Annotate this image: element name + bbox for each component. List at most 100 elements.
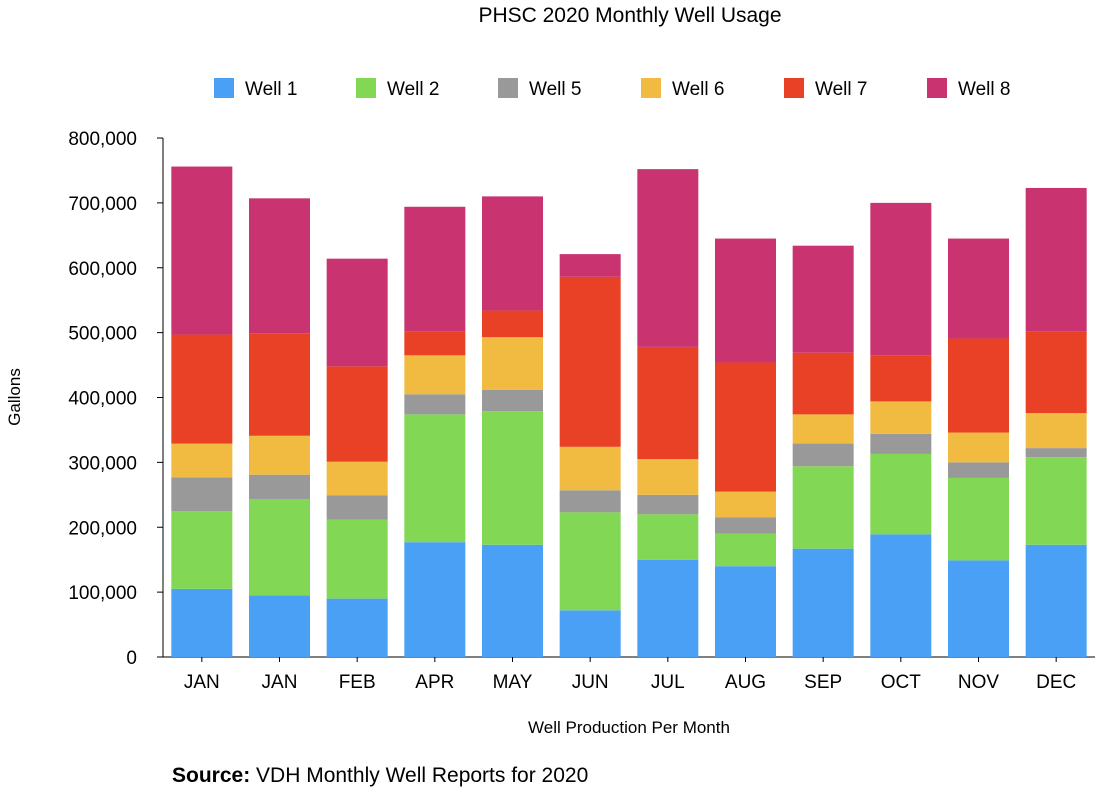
y-tick-label: 0 — [126, 648, 137, 669]
bar-segment — [1025, 457, 1087, 545]
bar-segment — [792, 352, 854, 415]
bar-segment — [792, 245, 854, 353]
bar-segment — [559, 610, 621, 657]
bar-segment — [637, 169, 699, 347]
bar-segment — [870, 401, 932, 434]
y-tick-label: 300,000 — [68, 453, 137, 474]
bar-segment — [404, 331, 466, 356]
bar-segment — [715, 362, 776, 492]
bar-segment — [171, 443, 233, 478]
bar-segment — [249, 333, 310, 436]
bar-segment — [715, 566, 776, 657]
bar-segment — [559, 490, 621, 513]
bar-segment — [637, 514, 699, 560]
bar-segment — [870, 433, 932, 454]
bar-segment — [1025, 187, 1087, 332]
x-axis-label: Well Production Per Month — [528, 718, 730, 737]
bar-segment — [948, 560, 1009, 657]
bar-segment — [948, 338, 1009, 433]
bar-segment — [559, 446, 621, 491]
bar-segment — [404, 206, 466, 332]
bar-segment — [637, 494, 699, 515]
bar-segment — [792, 548, 854, 657]
chart-title: PHSC 2020 Monthly Well Usage — [478, 4, 782, 27]
x-tick-label: APR — [415, 672, 454, 693]
x-tick-label: OCT — [881, 672, 922, 693]
legend-label: Well 2 — [387, 79, 439, 100]
bar-segment — [1025, 448, 1087, 458]
bar-segment — [249, 198, 310, 334]
bar-segment — [249, 474, 310, 500]
y-tick-label: 700,000 — [68, 194, 137, 215]
legend-swatch — [214, 78, 234, 98]
y-axis-label: Gallons — [5, 368, 24, 426]
bar-segment — [870, 355, 932, 402]
bar-segment — [948, 462, 1009, 478]
bar-segment — [715, 533, 776, 567]
x-tick-label: MAY — [493, 672, 533, 693]
legend-label: Well 1 — [245, 79, 297, 100]
x-tick-label: AUG — [725, 672, 766, 693]
bar-segment — [171, 477, 233, 512]
y-tick-label: 800,000 — [68, 129, 137, 150]
bar-segment — [326, 461, 388, 496]
x-tick-label: JAN — [184, 672, 220, 693]
bar-segment — [249, 435, 310, 475]
bar-segment — [171, 588, 233, 657]
bar-segment — [792, 466, 854, 549]
legend-label: Well 7 — [815, 79, 867, 100]
source-label: Source: — [172, 764, 251, 787]
x-tick-label: DEC — [1036, 672, 1076, 693]
legend-label: Well 8 — [958, 79, 1010, 100]
legend-swatch — [927, 78, 947, 98]
x-tick-label: JUN — [572, 672, 609, 693]
bar-segment — [948, 477, 1009, 561]
bar-segment — [715, 238, 776, 363]
bar-segment — [870, 453, 932, 535]
bar-segment — [482, 196, 543, 311]
bar-segment — [637, 346, 699, 460]
bar-segment — [171, 334, 233, 444]
legend-swatch — [498, 78, 518, 98]
source-note: Source: VDH Monthly Well Reports for 202… — [172, 764, 588, 788]
y-tick-label: 200,000 — [68, 518, 137, 539]
bar-segment — [482, 337, 543, 390]
bar-segment — [171, 166, 233, 335]
y-tick-label: 100,000 — [68, 583, 137, 604]
y-tick-label: 400,000 — [68, 389, 137, 410]
bar-segment — [559, 512, 621, 611]
legend-swatch — [641, 78, 661, 98]
legend-label: Well 6 — [672, 79, 724, 100]
bar-segment — [404, 414, 466, 543]
bar-segment — [637, 559, 699, 657]
bar-segment — [326, 258, 388, 367]
bar-segment — [249, 595, 310, 657]
bar-segment — [326, 495, 388, 520]
y-tick-label: 500,000 — [68, 324, 137, 345]
bar-segment — [482, 411, 543, 545]
bar-segment — [326, 598, 388, 657]
bar-segment — [637, 459, 699, 495]
bar-segment — [404, 394, 466, 415]
bar-segment — [326, 366, 388, 462]
bar-segment — [482, 544, 543, 657]
x-tick-label: NOV — [958, 672, 1000, 693]
bar-segment — [482, 389, 543, 412]
bar-segment — [1025, 544, 1087, 657]
bar-segment — [482, 310, 543, 338]
x-tick-label: SEP — [804, 672, 842, 693]
bar-segment — [1025, 331, 1087, 414]
bar-segment — [559, 276, 621, 447]
bar-segment — [870, 534, 932, 657]
x-tick-label: JUL — [651, 672, 685, 693]
bar-segment — [792, 443, 854, 467]
bar-segment — [404, 542, 466, 657]
bar-segment — [948, 238, 1009, 339]
x-tick-label: FEB — [339, 672, 376, 693]
y-tick-label: 600,000 — [68, 259, 137, 280]
bar-segment — [870, 202, 932, 356]
bar-segment — [559, 254, 621, 277]
legend-swatch — [356, 78, 376, 98]
bar-segment — [326, 519, 388, 599]
